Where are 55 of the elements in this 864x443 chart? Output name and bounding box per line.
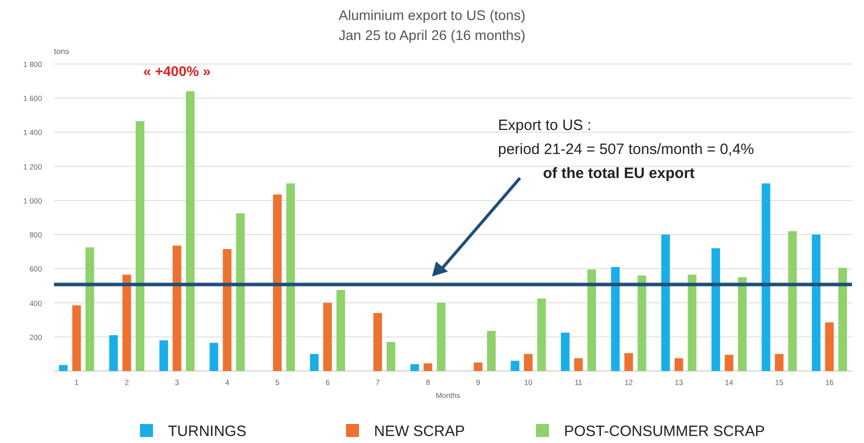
bar [373, 313, 382, 371]
legend-label: POST-CONSUMMER SCRAP [564, 423, 765, 440]
bar [487, 330, 496, 371]
bar [524, 354, 533, 371]
bar [323, 302, 332, 371]
bar [172, 246, 182, 371]
legend-label: TURNINGS [168, 423, 246, 440]
bar [711, 248, 720, 371]
bar [825, 322, 834, 371]
bar [424, 363, 432, 371]
bar [72, 305, 81, 371]
bar [560, 332, 570, 371]
annotation: of the total EU export [543, 165, 695, 182]
bar [273, 194, 282, 371]
y-axis-title: tons [54, 47, 70, 56]
annotation: Export to US : [498, 117, 592, 134]
bar [510, 360, 520, 371]
bar [410, 364, 419, 371]
bar [86, 247, 94, 371]
bar [386, 342, 396, 371]
annotation: period 21-24 = 507 tons/month = 0,4% [498, 141, 754, 158]
bar [838, 268, 847, 371]
bar [611, 266, 620, 371]
bar [236, 213, 245, 371]
bar [310, 354, 319, 371]
bar [537, 298, 546, 371]
bar [587, 270, 596, 371]
bar [774, 354, 784, 371]
bar [724, 354, 734, 371]
bar [762, 183, 770, 371]
bar [436, 302, 446, 371]
bar [59, 365, 68, 371]
chart-subtitle: Jan 25 to April 26 (16 months) [338, 27, 526, 43]
bar [788, 231, 797, 371]
bar [336, 290, 346, 371]
bar [624, 353, 633, 371]
bar [688, 274, 696, 371]
bar [474, 362, 482, 371]
bar [122, 274, 132, 371]
bar [674, 358, 684, 371]
bar [210, 342, 218, 371]
bar [574, 358, 583, 371]
bar [186, 91, 195, 371]
bar [136, 121, 144, 371]
bar [109, 335, 118, 371]
bar [812, 234, 820, 371]
annotation: « +400% » [143, 63, 211, 79]
chart-title: Aluminium export to US (tons) [338, 7, 526, 23]
bar [738, 277, 747, 371]
bar [286, 183, 295, 371]
bar [159, 340, 168, 371]
bar [638, 275, 646, 371]
legend-label: NEW SCRAP [374, 423, 465, 440]
bar [222, 249, 232, 371]
bar [661, 234, 670, 371]
